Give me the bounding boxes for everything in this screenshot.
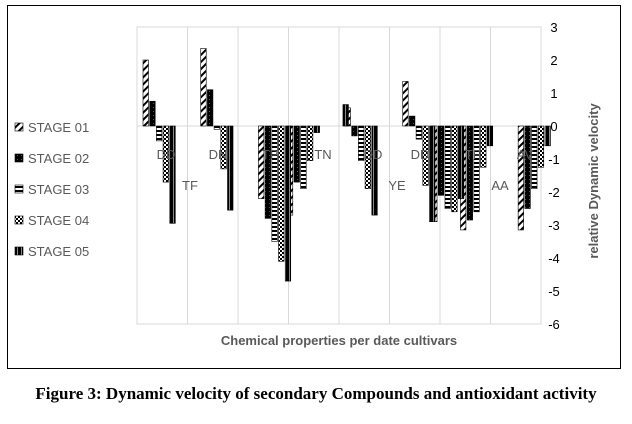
bar-stage-3-dd	[358, 125, 365, 161]
bar-stage-2-dd	[149, 100, 156, 127]
bar-stage-3-av	[531, 125, 538, 190]
bar-stage-5-tp	[313, 125, 320, 133]
y-tick-label: 2	[550, 53, 557, 68]
legend-label: STAGE 02	[28, 151, 89, 166]
category-label: TN	[314, 147, 331, 162]
category-label: YE	[388, 178, 406, 193]
x-axis-label: Chemical properties per date cultivars	[221, 333, 457, 348]
bar-stage-2-dd	[409, 115, 416, 127]
bar-stage-5-dd	[429, 125, 436, 222]
bar-stage-5-av	[544, 125, 551, 147]
bar-stage-2-dd	[351, 125, 358, 137]
bar-stage-4-dd	[162, 125, 169, 183]
bar-stage-4-dn	[220, 125, 227, 170]
bar-stage-2-tn	[466, 125, 473, 221]
bar-stage-4-dd	[364, 125, 371, 190]
bar-stage-2-dn	[207, 89, 214, 127]
bar-stage-3-tp	[444, 125, 451, 209]
category-label: AA	[491, 178, 509, 193]
bar-stage-5-dd	[371, 125, 378, 216]
legend-label: STAGE 04	[28, 213, 89, 228]
y-axis-ticks: 3 2 1 0 -1 -2 -3 -4 -5 -6	[548, 20, 560, 332]
bar-stage-5-dd	[169, 125, 176, 224]
bar-stage-1-dd	[402, 81, 409, 127]
bar-stage-4-tp	[307, 125, 314, 161]
legend: STAGE 01 STAGE 02 STAGE 03 STAGE 04 STAGE 05	[14, 120, 89, 259]
bar-stage-2-tp	[293, 125, 300, 183]
y-tick-label: -5	[548, 284, 560, 299]
legend-swatch	[14, 122, 24, 132]
gridlines	[136, 26, 542, 325]
bar-stage-5-tn	[486, 125, 494, 147]
y-tick-label: -4	[548, 251, 560, 266]
bar-stage-3-dn	[271, 125, 278, 242]
bar-stage-1-dd	[142, 59, 149, 127]
bar-stage-2-dn	[264, 125, 271, 219]
category-label: TP	[465, 147, 482, 162]
category-label: AV	[517, 147, 534, 162]
y-tick-label: 3	[550, 20, 557, 35]
legend-label: STAGE 03	[28, 182, 89, 197]
bar-stage-5-dn	[284, 125, 292, 282]
y-tick-label: 1	[550, 86, 557, 101]
legend-label: STAGE 01	[28, 120, 89, 135]
bar-stage-1-av	[517, 125, 524, 231]
category-labels: DD TF DN TP TN DD YE DD TP AA AV	[157, 147, 534, 193]
bar-stage-1-dn	[200, 48, 207, 127]
y-tick-label: -1	[548, 152, 560, 167]
bar-stage-3-tn	[473, 125, 480, 213]
bar-stage-5-dn	[227, 125, 234, 211]
bar-stage-5-tp	[458, 125, 465, 199]
category-label: DD	[157, 147, 176, 162]
legend-swatch	[14, 153, 24, 163]
category-label: DD	[364, 147, 383, 162]
bar-stage-4-tn	[480, 125, 487, 168]
y-tick-label: -6	[548, 317, 560, 332]
bar-stage-1-dn	[258, 125, 265, 199]
legend-label: STAGE 05	[28, 244, 89, 259]
legend-swatch	[14, 215, 24, 225]
bar-stage-3-tp	[300, 125, 307, 190]
legend-swatch	[14, 246, 24, 256]
bar-stage-3-dn	[213, 125, 220, 130]
category-label: TF	[182, 178, 198, 193]
bar-stage-3-dd	[156, 125, 163, 142]
bars	[142, 48, 551, 282]
figure-caption: Figure 3: Dynamic velocity of secondary …	[35, 384, 597, 403]
category-label: DD	[411, 147, 430, 162]
bar-stage-5-tn	[342, 104, 349, 127]
y-axis-label: relative Dynamic velocity	[586, 103, 601, 259]
bar-stage-2-tp	[437, 125, 445, 196]
category-label: TP	[262, 147, 279, 162]
y-tick-label: -3	[548, 218, 560, 233]
bar-stage-2-av	[524, 125, 531, 209]
bar-stage-3-dd	[415, 125, 422, 140]
bar-stage-4-dn	[278, 125, 285, 262]
y-tick-label: -2	[548, 185, 560, 200]
chart-frame: DD TF DN TP TN DD YE DD TP AA AV 3 2 1 0 -1 -2 -3 -4 -5 -6 …	[7, 5, 621, 369]
bar-stage-4-dd	[422, 125, 429, 186]
category-label: DN	[209, 147, 228, 162]
legend-swatch	[14, 184, 24, 194]
bar-stage-4-av	[537, 125, 545, 168]
y-tick-label: 0	[550, 119, 557, 134]
bar-stage-4-tp	[451, 125, 458, 213]
